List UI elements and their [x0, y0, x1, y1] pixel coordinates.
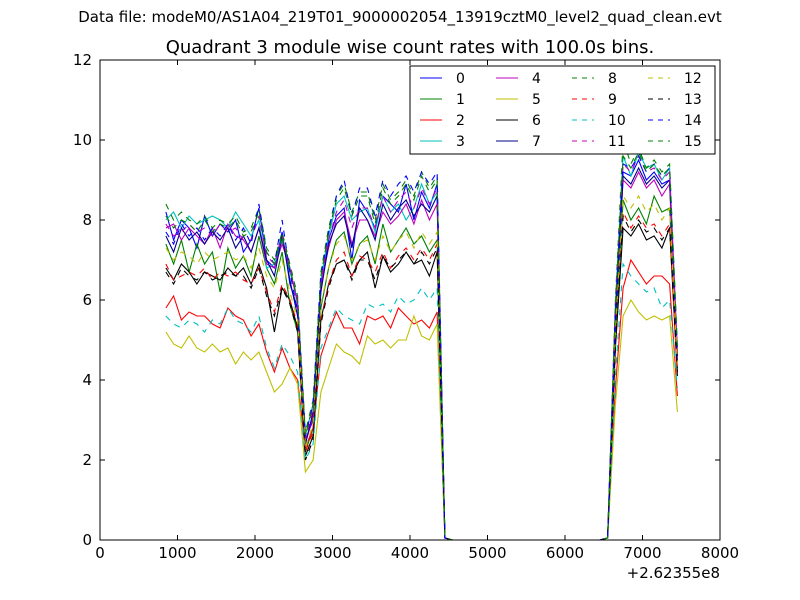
y-tick-label: 8 [82, 211, 92, 229]
y-tick-label: 6 [82, 291, 92, 309]
series-line-4 [165, 170, 678, 541]
legend-label-13: 13 [684, 92, 702, 108]
series-line-10 [165, 262, 678, 541]
x-tick-label: 6000 [546, 544, 584, 562]
y-tick-label: 4 [82, 371, 92, 389]
x-tick-label: 0 [95, 544, 105, 562]
x-tick-label: 4000 [391, 544, 429, 562]
legend-label-14: 14 [684, 113, 702, 129]
x-offset-label: +2.62355e8 [627, 564, 720, 582]
legend-label-8: 8 [608, 71, 617, 87]
y-tick-label: 10 [73, 131, 92, 149]
series-line-6 [165, 222, 678, 541]
legend-label-10: 10 [608, 113, 626, 129]
legend-label-15: 15 [684, 134, 702, 150]
legend-label-11: 11 [608, 134, 626, 150]
legend-label-12: 12 [684, 71, 702, 87]
legend-label-9: 9 [608, 92, 617, 108]
legend-label-6: 6 [532, 113, 541, 129]
y-tick-label: 12 [73, 51, 92, 69]
legend-label-3: 3 [456, 134, 465, 150]
legend-label-0: 0 [456, 71, 465, 87]
series-line-11 [165, 154, 678, 541]
series-line-14 [165, 154, 678, 541]
x-tick-label: 7000 [623, 544, 661, 562]
y-tick-label: 2 [82, 451, 92, 469]
legend-label-2: 2 [456, 113, 465, 129]
legend-label-5: 5 [532, 92, 541, 108]
x-tick-label: 3000 [313, 544, 351, 562]
legend-label-1: 1 [456, 92, 465, 108]
series-line-15 [165, 150, 678, 541]
series-line-2 [165, 258, 678, 541]
series-line-3 [165, 150, 678, 541]
axis-ticks: 0 1000 2000 3000 4000 5000 6000 7000 80000246810… [73, 51, 739, 562]
legend-label-7: 7 [532, 134, 541, 150]
y-tick-label: 0 [82, 531, 92, 549]
legend-frame [409, 65, 716, 155]
legend-label-4: 4 [532, 71, 541, 87]
series-line-13 [165, 213, 678, 541]
x-tick-label: 8000 [701, 544, 739, 562]
x-tick-label: 1000 [158, 544, 196, 562]
series-line-5 [165, 298, 678, 541]
x-tick-label: 5000 [468, 544, 506, 562]
series-line-0 [165, 158, 678, 541]
chart-title: Quadrant 3 module wise count rates with … [165, 37, 655, 58]
x-tick-label: 2000 [236, 544, 274, 562]
plot-area [165, 139, 678, 541]
figure-suptitle: Data file: modeM0/AS1A04_219T01_90000020… [78, 8, 722, 26]
